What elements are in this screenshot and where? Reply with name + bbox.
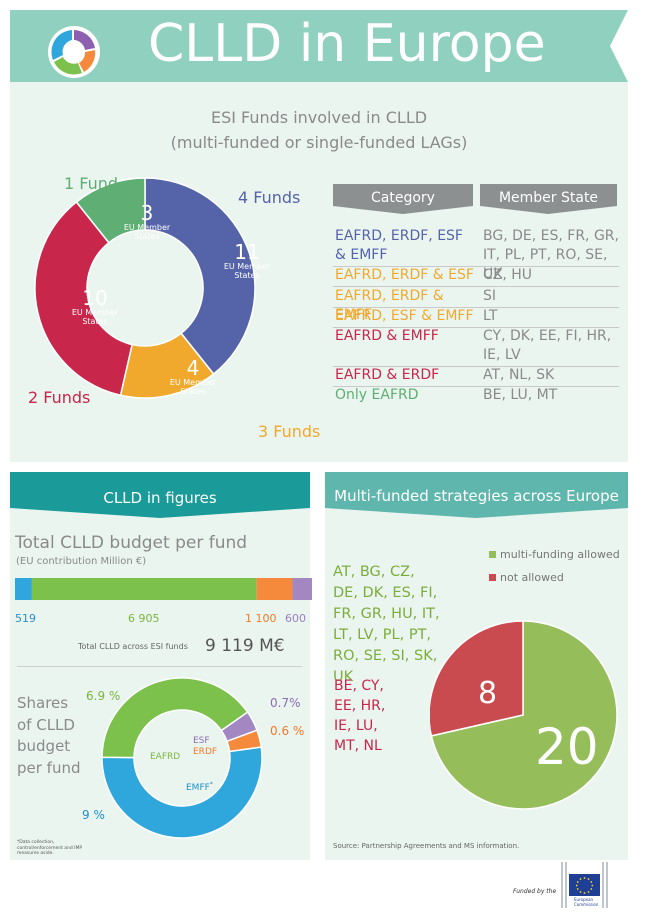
slice-label-3-funds: 4 EU Member States	[169, 356, 217, 396]
table-row: EAFRD, ESF & EMFF LT	[333, 307, 619, 328]
legend-swatch-allowed	[489, 551, 496, 558]
eafrd-share: 6.9 %	[86, 689, 121, 703]
category-header: Category	[371, 190, 435, 206]
row-category: EAFRD, ESF & EMFF	[335, 308, 474, 324]
budget-subtitle: (EU contribution Million €)	[16, 556, 147, 567]
pie-value-allowed: 20	[535, 718, 599, 776]
budget-bar-label-0: 519	[15, 612, 36, 625]
total-value: 9 119 M€	[205, 636, 285, 656]
commission-name: European Commission	[574, 897, 599, 907]
budget-bar-segment-3	[292, 578, 312, 600]
budget-stacked-bar: 519 6 905 1 100 600	[15, 578, 312, 625]
budget-bar-label-2: 1 100	[245, 612, 277, 625]
eafrd-label: EAFRD	[150, 752, 181, 762]
row-states: LT	[483, 308, 498, 324]
callout-3-funds: 3 Funds	[258, 422, 321, 441]
row-states: AT, NL, SK	[483, 367, 555, 383]
row-states: BE, LU, MT	[483, 387, 558, 403]
erdf-label: ERDF	[193, 747, 218, 757]
budget-bar-label-1: 6 905	[128, 612, 160, 625]
row-category: EAFRD, ERDF & ESF	[335, 267, 474, 283]
table-row: EAFRD & ERDF AT, NL, SK	[333, 366, 619, 387]
row-states: CZ, HU	[483, 267, 533, 283]
budget-bar-segment-0	[15, 578, 32, 600]
row-category: EAFRD, ERDF, ESF & EMFF	[335, 228, 463, 263]
esi-funds-panel	[10, 82, 628, 462]
row-category: EAFRD, ERDF & EMFF	[335, 288, 444, 323]
member-state-header-shape	[480, 184, 617, 214]
funded-by-text: Funded by the	[513, 888, 557, 895]
esi-donut-slice-2	[34, 200, 133, 397]
row-states: SI	[483, 288, 497, 304]
total-label: Total CLLD across ESI funds	[78, 642, 188, 651]
slice-label-4-funds: 11 EU Member States	[223, 240, 271, 280]
page-title: CLLD in Europe	[148, 14, 546, 74]
multi-pie-slice-0	[430, 620, 618, 810]
shares-title: Shares of CLLD budget per fund	[17, 694, 81, 777]
budget-bar-segment-2	[256, 578, 293, 600]
member-state-header: Member State	[498, 190, 599, 206]
esi-donut-chart	[34, 177, 256, 399]
budget-bar-segment-1	[31, 578, 257, 600]
footnote: *Data collection, control/enforcement an…	[17, 840, 83, 856]
budget-bar-label-3: 600	[285, 612, 306, 625]
row-category: EAFRD & EMFF	[335, 328, 439, 344]
category-header-shape	[333, 184, 473, 214]
title-banner	[10, 10, 628, 82]
shares-donut-slice-3	[101, 677, 249, 759]
divider	[17, 666, 302, 667]
esi-donut-slice-0	[144, 177, 256, 376]
esi-donut-slice-3	[75, 177, 146, 244]
row-category: EAFRD & ERDF	[335, 367, 440, 383]
callout-4-funds: 4 Funds	[238, 188, 301, 207]
shares-donut-slice-2	[101, 746, 263, 839]
slice-label-1-fund: 3 EU Member States	[123, 201, 171, 241]
eu-flag-icon	[561, 862, 608, 908]
multi-pie-chart: 20 8	[430, 620, 618, 810]
callout-2-funds: 2 Funds	[28, 388, 91, 407]
multi-header-shape	[325, 472, 628, 518]
emff-share: 9 %	[82, 808, 105, 822]
table-row: EAFRD, ERDF & EMFF SI	[333, 287, 619, 323]
esi-title-line2: (multi-funded or single-funded LAGs)	[170, 133, 468, 152]
pie-value-not-allowed: 8	[478, 676, 497, 711]
erdf-share: 0.6 %	[270, 724, 305, 738]
clld-ring-logo-icon	[48, 26, 100, 78]
row-category: Only EAFRD	[335, 387, 419, 403]
shares-donut-chart	[101, 677, 263, 839]
legend-label-not-allowed: not allowed	[500, 571, 564, 584]
slice-label-2-funds: 10 EU Member States	[71, 286, 119, 326]
budget-title: Total CLLD budget per fund	[15, 533, 248, 553]
row-states: CY, DK, EE, FI, HR, IE, LV	[483, 328, 612, 363]
esi-title-line1: ESI Funds involved in CLLD	[210, 108, 428, 127]
table-row: EAFRD, ERDF & ESF CZ, HU	[333, 266, 619, 287]
not-allowed-country-list: BE, CY, EE, HR, IE, LU, MT, NL	[334, 678, 386, 754]
source-note: Source: Partnership Agreements and MS in…	[333, 842, 520, 850]
table-row: EAFRD & EMFF CY, DK, EE, FI, HR, IE, LV	[333, 327, 619, 367]
table-row: EAFRD, ERDF, ESF & EMFF BG, DE, ES, FR, …	[333, 227, 619, 282]
row-states: BG, DE, ES, FR, GR, IT, PL, PT, RO, SE, …	[483, 228, 619, 282]
table-row: Only EAFRD BE, LU, MT	[333, 386, 619, 406]
callout-1-fund: 1 Fund	[64, 174, 119, 193]
figures-title: CLLD in figures	[103, 489, 217, 507]
figures-header-shape	[10, 472, 310, 518]
emff-label: EMFF*	[186, 781, 213, 793]
allowed-country-list: AT, BG, CZ, DE, DK, ES, FI, FR, GR, HU, …	[333, 564, 440, 685]
legend-swatch-not-allowed	[489, 574, 496, 581]
legend-label-allowed: multi-funding allowed	[500, 548, 620, 561]
multi-title: Multi-funded strategies across Europe	[334, 487, 619, 505]
multi-pie-slice-1	[430, 620, 524, 737]
esf-share: 0.7%	[270, 696, 301, 710]
esf-label: ESF	[193, 736, 210, 746]
